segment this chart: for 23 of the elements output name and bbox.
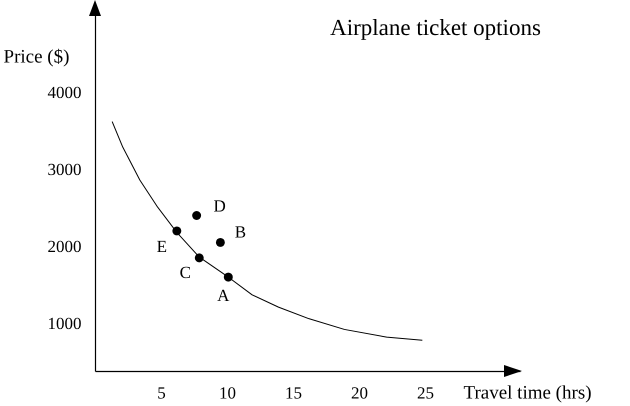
- line-series: [112, 121, 423, 341]
- point: [192, 211, 202, 220]
- x-tick-label: 20: [350, 384, 368, 402]
- point: [224, 272, 233, 282]
- y-tick-label: 2000: [48, 236, 82, 256]
- y-tick-label: 4000: [48, 82, 82, 102]
- x-tick-label: 25: [416, 384, 434, 402]
- y-tick-label: 1000: [48, 314, 82, 333]
- chart-title: Airplane ticket options: [330, 15, 541, 40]
- x-axis-title: Travel time (hrs): [464, 382, 592, 404]
- annotation: B: [234, 222, 246, 242]
- annotation: C: [180, 262, 191, 282]
- annotation: E: [156, 236, 168, 256]
- x-tick-label: 5: [157, 384, 166, 402]
- y-tick-label: 3000: [48, 160, 82, 179]
- annotation: D: [213, 196, 226, 216]
- x-tick-label: 15: [284, 384, 302, 402]
- point: [216, 238, 225, 247]
- annotation: A: [217, 286, 230, 306]
- point: [172, 226, 182, 236]
- y-axis-title: Price ($): [4, 46, 70, 68]
- point: [194, 253, 204, 262]
- x-tick-label: 10: [218, 384, 236, 402]
